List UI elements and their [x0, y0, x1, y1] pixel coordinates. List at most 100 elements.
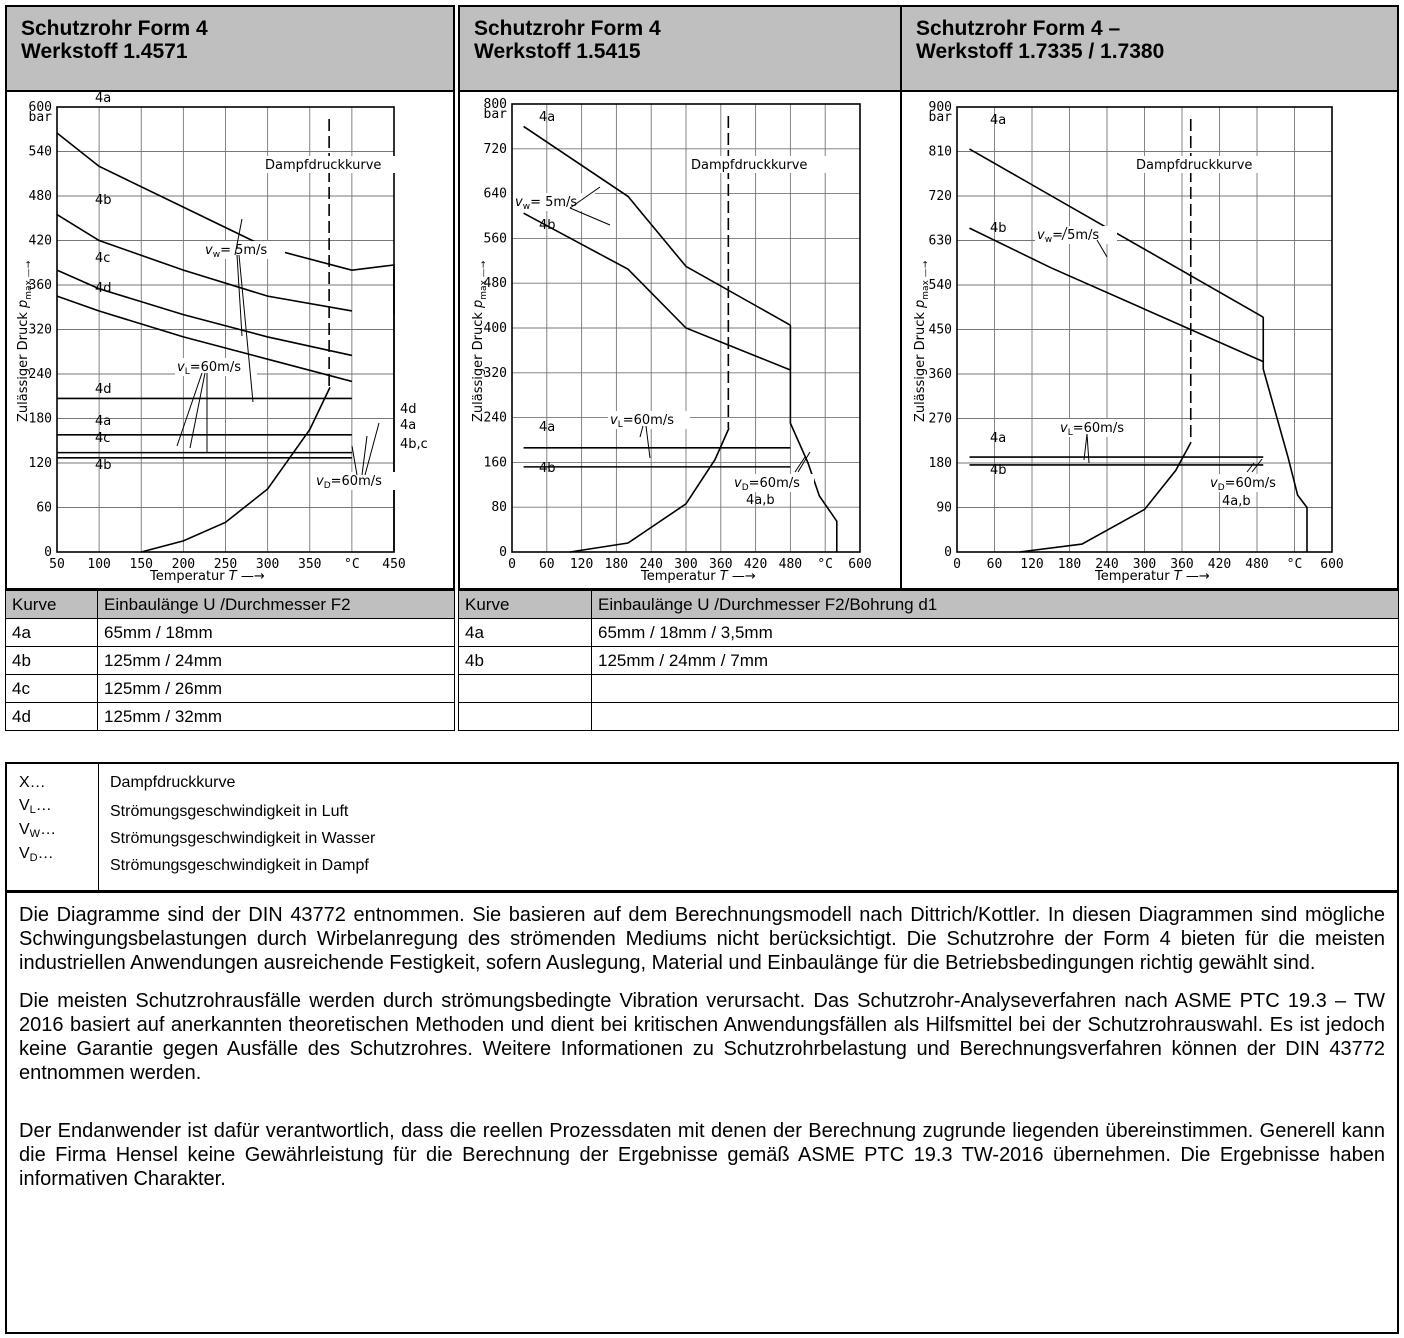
x-tick-label: 240 [1095, 557, 1118, 572]
y-tick-label: 90 [936, 501, 952, 516]
x-tick-label: 480 [1245, 557, 1268, 572]
x-tick-label: 450 [382, 557, 405, 572]
table-row: 4c 125mm / 26mm [5, 674, 455, 703]
y-axis-title: Zulässiger Druck pmax —→ [471, 260, 489, 422]
x-tick-label: 180 [605, 557, 628, 572]
header-col-1: Schutzrohr Form 4 Werkstoff 1.4571 [5, 5, 455, 92]
y-tick-label: 160 [484, 455, 507, 470]
leader-line [569, 207, 611, 226]
vw-label-symbol: v [1037, 228, 1045, 243]
legend-key-vd-main: V [19, 845, 30, 862]
series-line-4c [56, 269, 353, 357]
y-tick-label: 720 [484, 142, 507, 157]
y-tick-label: 240 [484, 411, 507, 426]
curve-label: 4a [990, 113, 1006, 128]
y-tick-label: 320 [484, 366, 507, 381]
vd-label-sub: D [742, 483, 749, 493]
cell [591, 674, 1399, 703]
y-tick-label: 800 [484, 97, 507, 112]
x-tick-label: 60 [987, 557, 1003, 572]
legend-key-vw-sub: W [29, 828, 41, 840]
table-row: 4b 125mm / 24mm [5, 646, 455, 675]
y-tick-label: 640 [484, 187, 507, 202]
vd-label-value: =60m/s [331, 474, 382, 489]
cell: 65mm / 18mm / 3,5mm [591, 618, 1399, 647]
curve-label: 4b [95, 458, 112, 473]
y-axis-title-text: Zulässiger Druck [16, 308, 31, 422]
leader-line [351, 445, 358, 476]
curve-label: 4a [539, 110, 555, 125]
header-col-2-line-1: Schutzrohr Form 4 [474, 17, 661, 40]
curve-label-right: 4d [400, 402, 417, 417]
table-row [458, 674, 1399, 703]
y-tick-label: 540 [29, 145, 52, 160]
vw-label-sub: w [523, 202, 530, 212]
y-tick-label: 240 [29, 367, 52, 382]
vw-label: vw= 5m/s [1037, 228, 1099, 245]
curve-label: 4a [990, 431, 1006, 446]
y-tick-label: 420 [29, 234, 52, 249]
plot-frame [511, 103, 861, 553]
legend-values: Dampfdruckkurve Strömungsgeschwindigkeit… [110, 771, 375, 877]
vl-label-sub: L [185, 367, 190, 377]
y-tick-label: 0 [44, 545, 52, 560]
y-tick-label: 480 [484, 276, 507, 291]
cell: 4a [458, 618, 592, 647]
vl-label-sub: L [1068, 428, 1073, 438]
cell [591, 702, 1399, 731]
chart-box-2: 0 60 120 180 240 300 360 420 480 °C 600 0 80 160 240 32… [458, 92, 902, 590]
table-curves-left: Kurve Einbaulänge U /Durchmesser F2 4a 65… [5, 590, 455, 731]
leader-line [1061, 226, 1068, 241]
curve-label: 4c [95, 431, 110, 446]
table-row [458, 702, 1399, 731]
vd-label-bg [1208, 474, 1290, 492]
legend-key-vd-sub: D [29, 852, 38, 864]
leader-line [1086, 433, 1090, 464]
y-tick-label: 0 [499, 545, 507, 560]
curve-label-right: 4b,c [400, 437, 428, 452]
y-tick-label: 270 [929, 412, 952, 427]
vl-label: vL=60m/s [610, 413, 674, 430]
x-tick-label: 150 [130, 557, 153, 572]
dampf-label-bg [688, 156, 828, 173]
y-tick-label: 480 [29, 189, 52, 204]
unit-bar-label: bar [29, 110, 53, 125]
y-tick-label: 560 [484, 231, 507, 246]
cell: 125mm / 24mm [97, 646, 455, 675]
vd-label-value: =60m/s [749, 476, 800, 491]
dampf-label-bg [262, 156, 402, 173]
table-header-row: Kurve Einbaulänge U /Durchmesser F2/Bohr… [458, 590, 1399, 619]
legend-keys: X… VL… VW… VD… [7, 764, 99, 890]
curve-label: 4b [539, 218, 556, 233]
series-line-dampfdruckkurve [1019, 442, 1192, 553]
vl-label-value: =60m/s [190, 360, 241, 375]
header-col-3-line-2: Werkstoff 1.7335 / 1.7380 [916, 40, 1165, 63]
cell: 125mm / 32mm [97, 702, 455, 731]
cell: 4a [5, 618, 98, 647]
vd-label-bg [732, 474, 814, 492]
y-axis-symbol-sub: max —→ [921, 260, 931, 299]
curve-label: 4a [95, 414, 111, 429]
header-col-2-line-2: Werkstoff 1.5415 [474, 40, 641, 63]
cell: 4b [5, 646, 98, 675]
series-line-4a [56, 132, 353, 271]
x-tick-label: 360 [1170, 557, 1193, 572]
x-axis-title: Temperatur T —→ [149, 569, 265, 584]
vw-label: vw= 5m/s [515, 195, 577, 212]
y-tick-label: 80 [491, 500, 507, 515]
series-line-4a [523, 125, 791, 326]
x-tick-label: 200 [172, 557, 195, 572]
note-paragraph-2: Die meisten Schutzrohrausfälle werden du… [19, 990, 1385, 1084]
curve-label-right: 4a [400, 418, 416, 433]
legend-key-vl-tail: … [35, 797, 52, 814]
y-tick-label: 320 [29, 323, 52, 338]
vl-label-sub: L [618, 420, 623, 430]
y-axis-title-text: Zulässiger Druck [471, 308, 486, 422]
y-tick-label: 540 [929, 278, 952, 293]
leader-line [1096, 239, 1108, 258]
cell [458, 702, 592, 731]
series-line-dampfdruckkurve [569, 427, 730, 553]
x-tick-label: 420 [744, 557, 767, 572]
legend-key-vd: VD… [19, 842, 98, 870]
x-tick-label: 120 [1020, 557, 1043, 572]
